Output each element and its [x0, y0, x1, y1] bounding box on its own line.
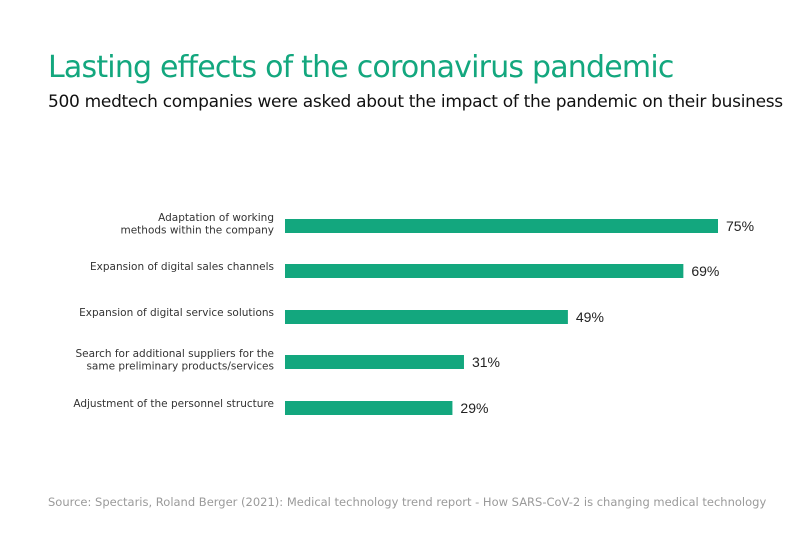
chart-title: Lasting effects of the coronavirus pande…: [48, 50, 674, 85]
value-label-3: 49%: [576, 309, 604, 325]
chart-subtitle: 500 medtech companies were asked about t…: [48, 92, 783, 112]
category-label-1: Adaptation of working methods within the …: [120, 212, 274, 237]
category-label-2: Expansion of digital sales channels: [90, 261, 274, 273]
bar-5: [285, 401, 453, 415]
value-label-2: 69%: [691, 263, 719, 279]
value-label-1: 75%: [726, 218, 754, 234]
value-label-4: 31%: [472, 354, 500, 370]
bar-2: [285, 264, 684, 278]
value-label-5: 29%: [460, 400, 488, 416]
category-label-4: Search for additional suppliers for the s…: [75, 348, 274, 373]
bar-3: [285, 310, 568, 324]
source-note: Source: Spectaris, Roland Berger (2021):…: [48, 495, 767, 509]
bar-4: [285, 355, 464, 369]
bar-1: [285, 219, 718, 233]
category-label-3: Expansion of digital service solutions: [79, 307, 274, 319]
category-label-5: Adjustment of the personnel structure: [73, 398, 274, 410]
bar-group: 75% Adaptation of working methods within t…: [73, 212, 754, 416]
